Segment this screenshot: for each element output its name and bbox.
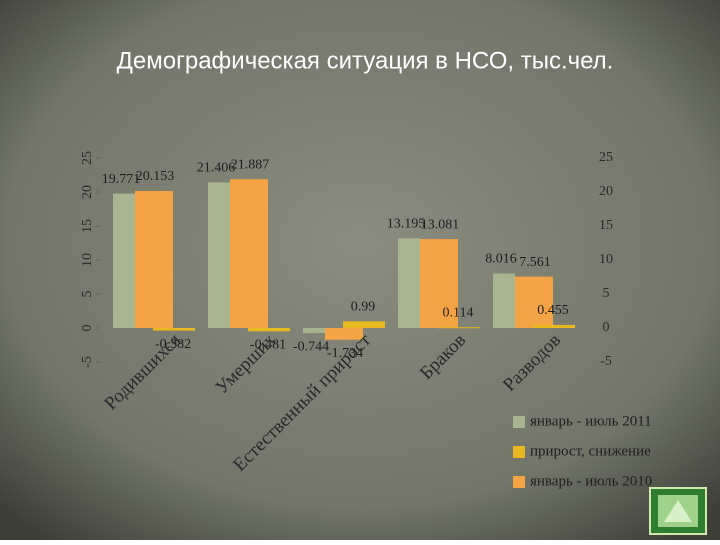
data-label: 7.561 (519, 255, 551, 270)
legend-swatch (513, 446, 525, 458)
data-label: 8.016 (485, 252, 517, 267)
bar (113, 193, 135, 328)
legend-swatch (513, 476, 525, 488)
bar (398, 238, 420, 328)
nav-button[interactable] (649, 487, 707, 535)
legend-swatch (513, 416, 525, 428)
y2-tick-label: 25 (599, 150, 613, 165)
data-label: 0.114 (443, 305, 474, 320)
data-label: 0.455 (537, 303, 569, 318)
y-tick-label: 10 (80, 253, 95, 267)
bar (533, 324, 575, 328)
bar (420, 239, 458, 328)
data-label: 13.081 (421, 217, 460, 232)
data-label: 21.887 (231, 157, 270, 172)
y-tick-label: -5 (80, 356, 95, 368)
y2-tick-label: 5 (603, 286, 610, 301)
chart-title: Демографическая ситуация в НСО, тыс.чел. (117, 47, 614, 74)
y-tick-label: 0 (80, 325, 95, 332)
y2-tick-label: 0 (603, 320, 610, 335)
bar (343, 321, 385, 328)
y2-tick-label: 15 (599, 218, 613, 233)
bar (135, 190, 173, 328)
y2-tick-label: -5 (600, 354, 612, 369)
data-label: 20.153 (136, 169, 175, 184)
legend-label: январь - июль 2011 (530, 413, 652, 429)
bar (153, 328, 195, 331)
data-label: -0.744 (293, 339, 329, 354)
bar (325, 328, 363, 340)
y-tick-label: 15 (80, 219, 95, 233)
bar (248, 328, 290, 332)
bar (515, 276, 553, 328)
data-label: -0.382 (155, 337, 191, 352)
bar (493, 273, 515, 328)
bar (438, 327, 480, 329)
data-label: 0.99 (351, 299, 376, 314)
data-label: 19.771 (102, 172, 141, 187)
y2-tick-label: 20 (599, 184, 613, 199)
data-label: 13.195 (387, 216, 426, 231)
y2-tick-label: 10 (599, 252, 613, 267)
bar (303, 328, 325, 334)
y-tick-label: 25 (80, 151, 95, 165)
bar (208, 182, 230, 328)
data-label: -0.481 (250, 337, 286, 352)
y-tick-label: 5 (80, 291, 95, 298)
bar (230, 179, 268, 328)
legend-label: январь - июль 2010 (530, 473, 652, 489)
data-label: -1.734 (327, 346, 363, 361)
data-label: 21.406 (197, 161, 236, 176)
y-tick-label: 20 (80, 185, 95, 199)
legend-label: прирост, снижение (530, 443, 651, 459)
